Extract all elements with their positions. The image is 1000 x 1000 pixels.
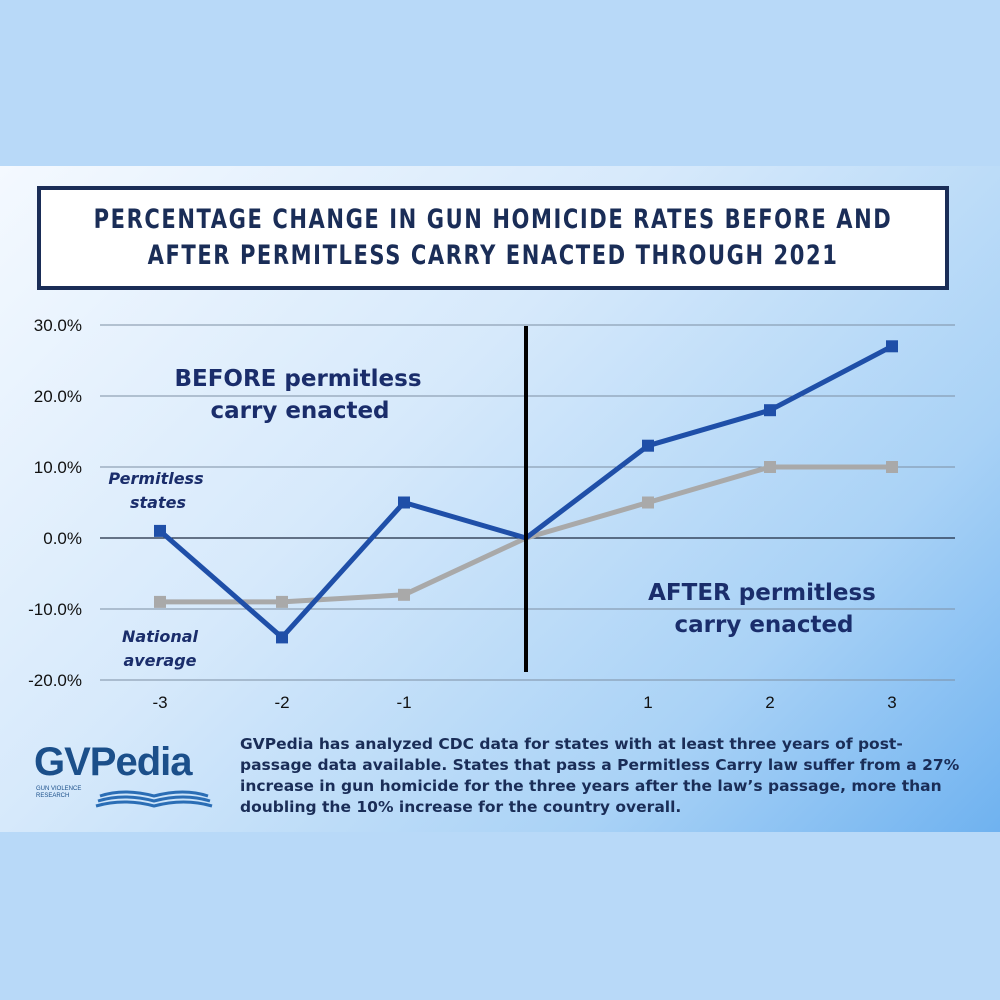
caption-text: GVPedia has analyzed CDC data for states… <box>240 735 960 816</box>
x-tick-label: 1 <box>643 693 652 712</box>
title-line-1: PERCENTAGE CHANGE IN GUN HOMICIDE RATES … <box>93 204 893 235</box>
y-tick-label: -20.0% <box>28 671 82 690</box>
y-tick-label: 0.0% <box>43 529 82 548</box>
data-point-national-average <box>886 461 898 473</box>
annotations: BEFORE permitless carry enacted AFTER pe… <box>108 366 875 670</box>
data-point-permitless-states <box>642 439 654 452</box>
open-book-icon <box>95 790 213 808</box>
chart-title: PERCENTAGE CHANGE IN GUN HOMICIDE RATES … <box>48 202 937 274</box>
logo-subtitle: GUN VIOLENCE RESEARCH <box>36 786 82 799</box>
data-point-national-average <box>642 496 654 509</box>
data-point-permitless-states <box>154 524 166 537</box>
y-tick-label: 20.0% <box>34 387 82 406</box>
x-tick-label: 2 <box>765 693 774 712</box>
y-axis-ticks: 30.0% 20.0% 10.0% 0.0% -10.0% -20.0% <box>28 316 82 690</box>
data-point-national-average <box>398 588 410 601</box>
after-label-line2: carry enacted <box>674 612 853 638</box>
chart-title-box: PERCENTAGE CHANGE IN GUN HOMICIDE RATES … <box>37 186 949 290</box>
permitless-states-label-line1: Permitless <box>108 469 203 488</box>
logo-wordmark: GVPedia <box>34 740 193 784</box>
y-tick-label: -10.0% <box>28 600 82 619</box>
after-label-line1: AFTER permitless <box>648 580 876 606</box>
permitless-states-label-line2: states <box>130 493 186 512</box>
data-point-national-average <box>154 595 166 608</box>
x-tick-label: -1 <box>396 693 411 712</box>
data-point-national-average <box>276 595 288 608</box>
y-tick-label: 30.0% <box>34 316 82 335</box>
national-average-label-line2: average <box>123 651 196 670</box>
before-label-line1: BEFORE permitless <box>174 366 421 392</box>
x-tick-label: -2 <box>274 693 289 712</box>
national-average-label-line1: National <box>122 627 199 646</box>
before-label-line2: carry enacted <box>210 398 389 424</box>
data-point-permitless-states <box>886 340 898 353</box>
gvpedia-logo: GVPedia GUN VIOLENCE RESEARCH <box>34 740 219 810</box>
data-point-permitless-states <box>276 631 288 644</box>
data-point-national-average <box>764 461 776 473</box>
x-axis-ticks: -3 -2 -1 1 2 3 <box>152 693 896 712</box>
x-tick-label: 3 <box>887 693 896 712</box>
data-point-permitless-states <box>398 496 410 509</box>
y-tick-label: 10.0% <box>34 458 82 477</box>
data-point-permitless-states <box>764 404 776 417</box>
x-tick-label: -3 <box>152 693 167 712</box>
title-line-2: AFTER PERMITLESS CARRY ENACTED THROUGH 2… <box>147 240 839 271</box>
